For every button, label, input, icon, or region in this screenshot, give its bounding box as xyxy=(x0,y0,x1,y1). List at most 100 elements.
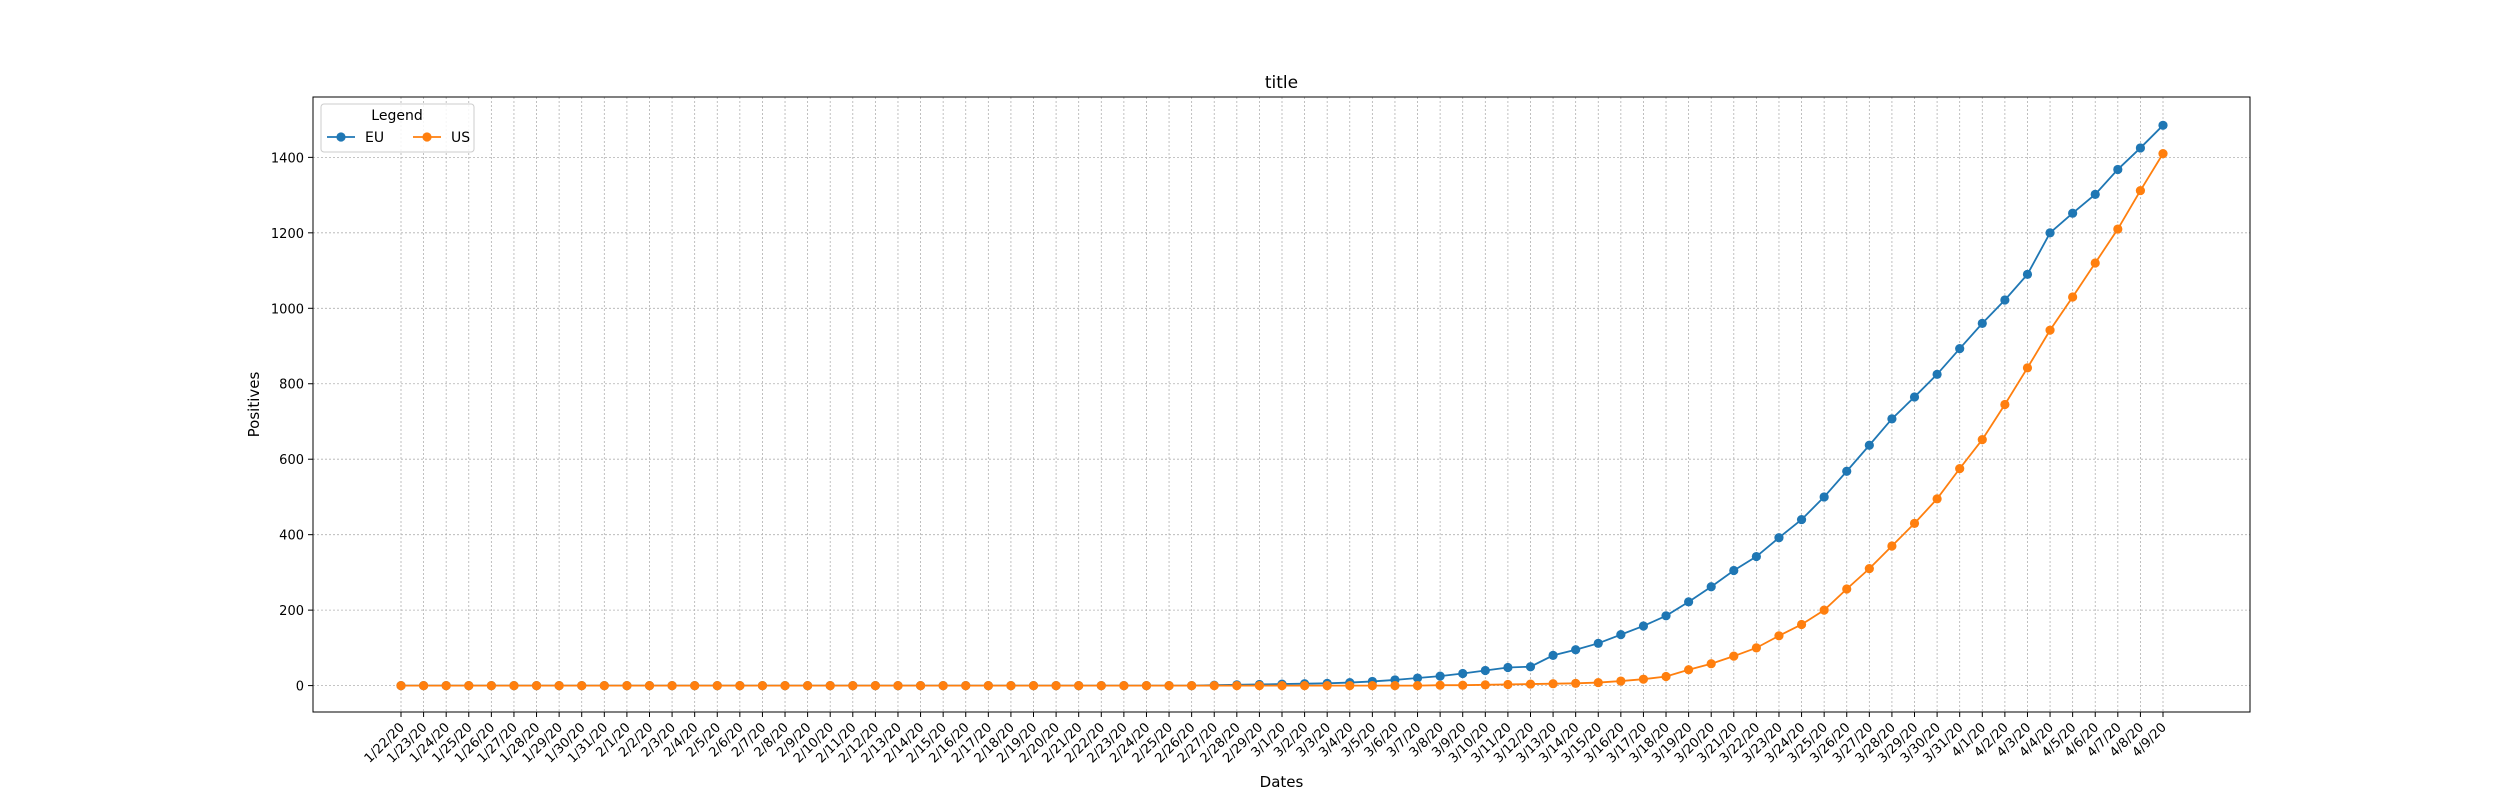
data-point xyxy=(1593,638,1603,648)
data-point xyxy=(1503,679,1513,690)
data-point xyxy=(1751,551,1761,562)
data-point xyxy=(1412,673,1423,683)
data-point xyxy=(825,680,835,691)
data-point xyxy=(599,680,609,691)
data-point xyxy=(1887,541,1897,551)
data-point xyxy=(712,680,722,691)
data-point xyxy=(1819,492,1829,502)
legend-marker xyxy=(336,132,346,142)
data-point xyxy=(983,680,993,691)
data-point xyxy=(486,680,496,691)
data-point xyxy=(735,680,745,691)
data-point xyxy=(1548,650,1558,661)
data-point xyxy=(2000,295,2010,305)
data-point xyxy=(1458,680,1468,690)
data-point xyxy=(1299,680,1310,691)
data-point xyxy=(1977,434,1987,445)
data-point xyxy=(1932,494,1942,504)
data-point xyxy=(1028,680,1039,691)
data-point xyxy=(1503,662,1513,673)
data-point xyxy=(1616,676,1626,686)
data-point xyxy=(1435,680,1445,690)
data-point xyxy=(2045,325,2055,335)
data-point xyxy=(1706,582,1716,592)
data-point xyxy=(418,680,429,691)
data-point xyxy=(1796,514,1807,525)
data-point xyxy=(1254,680,1265,691)
data-point xyxy=(441,680,451,691)
data-point xyxy=(1729,565,1739,576)
data-point xyxy=(915,680,926,691)
data-point xyxy=(1638,674,1649,684)
data-point xyxy=(1525,679,1536,689)
data-point xyxy=(2045,228,2055,238)
data-point xyxy=(396,680,406,691)
data-point xyxy=(1706,659,1716,669)
data-point xyxy=(780,680,790,691)
data-point xyxy=(1232,680,1242,691)
data-point xyxy=(848,680,858,691)
data-point xyxy=(2113,224,2123,234)
y-tick-label: 1400 xyxy=(271,151,304,166)
data-point xyxy=(2090,189,2100,199)
legend-box xyxy=(320,103,475,153)
data-point xyxy=(1367,680,1377,691)
data-point xyxy=(1887,414,1897,424)
data-point xyxy=(1480,665,1490,676)
data-point xyxy=(1435,671,1445,681)
series-layer xyxy=(396,120,2168,691)
data-point xyxy=(1796,619,1807,630)
data-point xyxy=(1141,680,1152,691)
data-point xyxy=(1345,680,1355,691)
data-point xyxy=(1051,680,1061,691)
legend-marker xyxy=(422,132,432,142)
data-point xyxy=(1548,679,1558,689)
data-point xyxy=(2090,258,2100,268)
series-us xyxy=(396,149,2168,691)
y-tick-label: 800 xyxy=(279,378,304,393)
data-point xyxy=(509,680,519,691)
data-point xyxy=(1096,680,1106,691)
data-point xyxy=(2135,143,2146,153)
data-point xyxy=(1412,680,1423,691)
data-point xyxy=(1322,680,1332,691)
grid xyxy=(313,97,2250,712)
data-point xyxy=(1751,643,1761,653)
data-point xyxy=(938,680,948,691)
data-point xyxy=(893,680,903,691)
data-point xyxy=(1006,680,1016,691)
data-point xyxy=(870,680,880,691)
data-point xyxy=(1571,678,1581,688)
data-point xyxy=(667,680,677,691)
data-point xyxy=(1819,605,1829,615)
data-point xyxy=(577,680,587,691)
data-point xyxy=(1164,680,1174,691)
y-tick-label: 400 xyxy=(279,529,304,544)
data-point xyxy=(690,680,700,691)
data-point xyxy=(2000,399,2010,410)
y-tick-label: 200 xyxy=(279,604,304,619)
data-point xyxy=(644,680,655,691)
data-point xyxy=(1955,344,1965,354)
data-point xyxy=(1390,680,1400,691)
data-point xyxy=(1774,631,1784,641)
y-axis-label: Positives xyxy=(245,371,263,437)
chart-title: title xyxy=(1265,73,1298,93)
data-point xyxy=(1593,677,1603,688)
x-axis-label: Dates xyxy=(1260,773,1304,791)
data-point xyxy=(2022,269,2033,279)
data-point xyxy=(1909,392,1920,402)
data-point xyxy=(464,680,474,691)
data-point xyxy=(1842,584,1852,594)
data-point xyxy=(1209,680,1219,691)
data-point xyxy=(1661,671,1671,682)
data-point xyxy=(1074,680,1084,691)
y-tick-label: 1000 xyxy=(271,302,304,317)
data-point xyxy=(1932,369,1942,379)
legend-entry-eu: EU xyxy=(327,130,384,146)
data-point xyxy=(1977,318,1987,328)
data-point xyxy=(757,680,768,691)
data-point xyxy=(1616,630,1626,640)
data-point xyxy=(1864,440,1874,450)
